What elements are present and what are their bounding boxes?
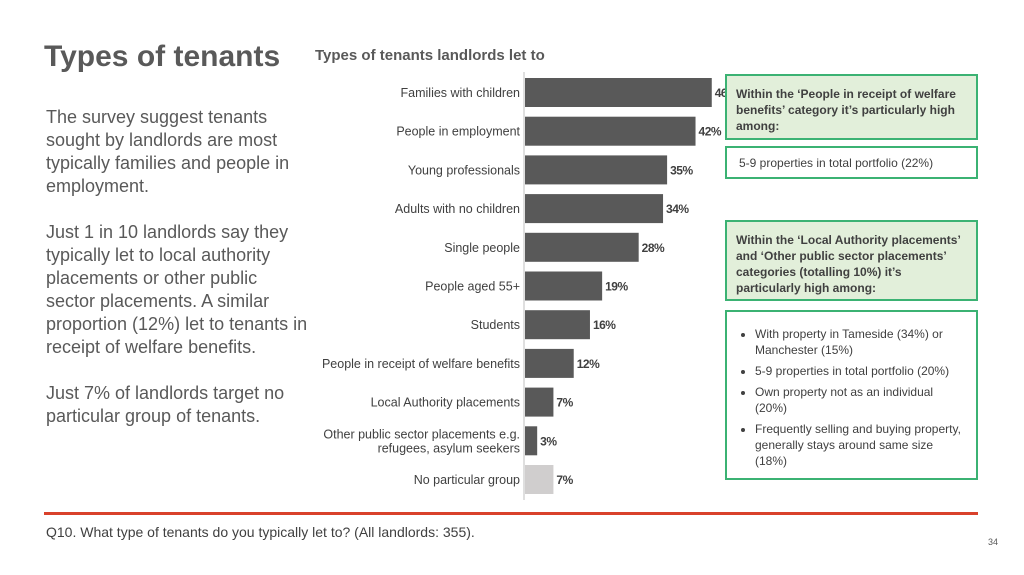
bar-7 [525,310,590,340]
page-number: 34 [988,537,999,547]
la-bullet-3: Own property not as an individual (20%) [755,384,964,416]
category-label-6: People aged 55+ [425,280,520,294]
welfare-callout-detail: 5-9 properties in total portfolio (22%) [725,146,978,179]
value-label-11: 7% [556,473,573,487]
chart-title: Types of tenants landlords let to [315,47,545,64]
value-label-9: 7% [556,396,573,410]
la-callout-detail: With property in Tameside (34%) or Manch… [725,310,978,480]
bar-4 [525,194,664,224]
value-label-4: 34% [666,202,689,216]
category-label-1: Families with children [401,86,521,100]
summary-paragraph-3: Just 7% of landlords target no particula… [46,383,285,426]
bar-5 [525,232,639,262]
category-label-11: No particular group [414,473,520,487]
summary-paragraph-2: Just 1 in 10 landlords say they typicall… [46,222,308,357]
bar-3 [525,155,668,185]
value-label-3: 35% [670,163,693,177]
la-callout-heading: Within the ‘Local Authority placements’ … [725,220,978,301]
value-label-6: 19% [605,280,628,294]
bar-11 [525,465,554,494]
tenant-types-bar-chart: Families with children46%People in emplo… [322,72,730,500]
category-label-3: Young professionals [408,163,520,177]
category-label-4: Adults with no children [395,202,520,216]
summary-paragraph-1: The survey suggest tenants sought by lan… [46,107,290,196]
bar-10 [525,426,538,456]
value-label-5: 28% [642,241,665,255]
la-bullet-1: With property in Tameside (34%) or Manch… [755,326,964,358]
la-bullet-2: 5-9 properties in total portfolio (20%) [755,363,964,379]
value-label-8: 12% [577,357,600,371]
summary-text: The survey suggest tenants sought by lan… [46,106,308,451]
welfare-callout-heading: Within the ‘People in receipt of welfare… [725,74,978,140]
la-callout-bullets: With property in Tameside (34%) or Manch… [741,326,964,469]
category-label-9: Local Authority placements [371,396,520,410]
category-label-8: People in receipt of welfare benefits [322,357,520,371]
bar-8 [525,348,574,378]
category-label-7: Students [471,318,520,332]
value-label-10: 3% [540,434,557,448]
la-bullet-4: Frequently selling and buying property, … [755,421,964,469]
bar-6 [525,271,603,301]
footer-divider [44,512,978,515]
value-label-7: 16% [593,318,616,332]
bar-2 [525,116,696,146]
category-label-2: People in employment [396,125,520,139]
category-label-5: Single people [444,241,520,255]
slide-title: Types of tenants [44,40,281,73]
bar-1 [525,78,712,107]
footnote: Q10. What type of tenants do you typical… [46,524,475,540]
value-label-2: 42% [699,125,722,139]
category-label-10: Other public sector placements e.g. refug… [323,427,520,455]
bar-9 [525,387,554,417]
